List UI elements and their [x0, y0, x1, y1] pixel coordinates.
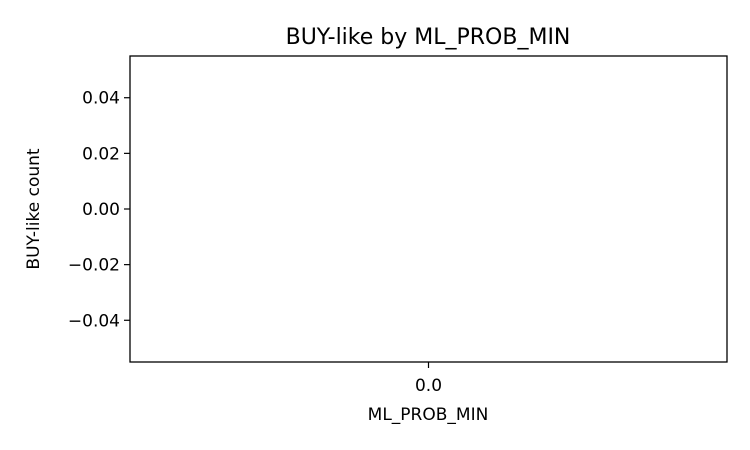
x-axis-ticks: 0.0: [415, 362, 442, 396]
chart-title: BUY-like by ML_PROB_MIN: [286, 25, 571, 50]
y-tick-label: −0.02: [68, 256, 120, 276]
y-tick-label: −0.04: [68, 311, 120, 331]
y-tick-label: 0.04: [82, 89, 120, 109]
x-axis-label: ML_PROB_MIN: [368, 405, 489, 425]
x-tick-label: 0.0: [415, 376, 442, 396]
y-axis-ticks: 0.04 0.02 0.00 −0.02 −0.04: [68, 89, 130, 331]
y-axis-label: BUY-like count: [24, 148, 44, 269]
y-tick-label: 0.02: [82, 144, 120, 164]
y-tick-label: 0.00: [82, 200, 120, 220]
